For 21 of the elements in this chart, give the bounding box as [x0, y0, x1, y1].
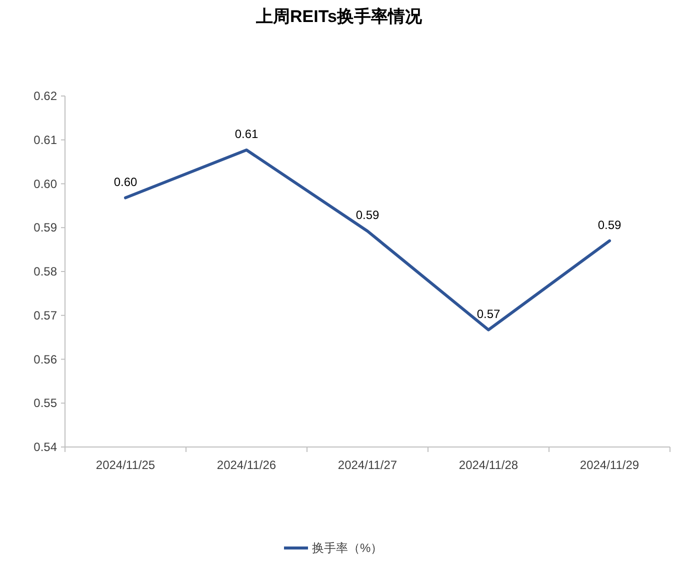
x-tick-label: 2024/11/26 — [216, 458, 276, 472]
y-tick-label: 0.56 — [34, 352, 58, 366]
y-tick-label: 0.54 — [34, 440, 58, 454]
x-tick-label: 2024/11/25 — [96, 458, 156, 472]
x-tick-label: 2024/11/27 — [338, 458, 398, 472]
legend-label: 换手率（%） — [312, 541, 383, 555]
x-tick-label: 2024/11/29 — [580, 458, 640, 472]
data-label: 0.57 — [476, 306, 500, 321]
y-tick-label: 0.57 — [34, 308, 58, 322]
chart-title: 上周REITs换手率情况 — [255, 7, 423, 26]
y-tick-label: 0.60 — [34, 176, 58, 191]
y-tick-label: 0.61 — [34, 132, 58, 147]
data-label: 0.61 — [234, 126, 258, 141]
y-tick-label: 0.59 — [34, 220, 58, 235]
data-label: 0.59 — [356, 208, 380, 222]
y-tick-label: 0.55 — [34, 396, 58, 410]
x-tick-label: 2024/11/28 — [458, 458, 518, 472]
y-tick-label: 0.58 — [34, 264, 58, 278]
y-tick-label: 0.62 — [34, 89, 58, 103]
data-label: 0.59 — [598, 218, 622, 232]
data-label: 0.60 — [114, 174, 138, 189]
